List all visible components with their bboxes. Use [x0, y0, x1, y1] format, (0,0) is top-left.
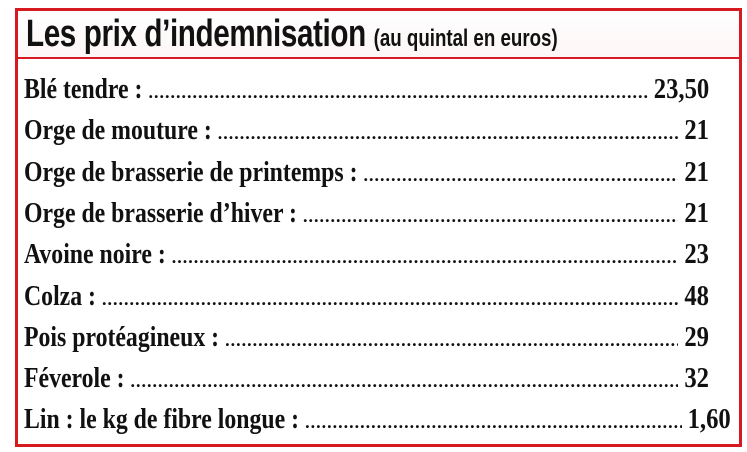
item-label: Orge de brasserie de printemps :: [24, 155, 358, 188]
price-row: Féverole :..............................…: [24, 362, 709, 402]
item-label: Féverole :: [24, 362, 125, 395]
item-label: Orge de mouture :: [24, 114, 212, 147]
leader-dots: ........................................…: [302, 205, 678, 226]
price-row: Pois protéagineux :.....................…: [24, 321, 709, 361]
price-table-frame: Les prix d’indemnisation (au quintal en e…: [15, 8, 742, 447]
item-value: 23: [684, 238, 709, 271]
item-label: Pois protéagineux :: [24, 320, 220, 353]
item-value: 23,50: [653, 73, 709, 105]
leader-dots: ........................................…: [217, 123, 679, 144]
item-label: Orge de brasserie d’hiver :: [24, 196, 297, 229]
leader-dots: ........................................…: [363, 164, 679, 185]
price-row: Avoine noire :..........................…: [24, 238, 709, 278]
price-row: Blé tendre :............................…: [24, 73, 709, 113]
item-value: 21: [684, 114, 709, 147]
item-label: Avoine noire :: [24, 238, 166, 271]
leader-dots: ........................................…: [225, 329, 678, 350]
title-unit: (au quintal en euros): [373, 25, 558, 52]
item-value: 48: [684, 279, 709, 312]
item-label: Lin : le kg de fibre longue :: [24, 403, 300, 436]
table-header: Les prix d’indemnisation (au quintal en e…: [18, 11, 739, 59]
price-row: Colza :.................................…: [24, 280, 709, 320]
item-value: 32: [684, 362, 709, 395]
item-value: 21: [684, 155, 709, 188]
price-row: Orge de brasserie de printemps :........…: [24, 156, 709, 196]
leader-dots: ........................................…: [130, 371, 679, 392]
item-value: 29: [684, 320, 709, 353]
leader-dots: ........................................…: [305, 412, 682, 433]
item-value: 21: [684, 196, 709, 229]
leader-dots: ........................................…: [101, 288, 678, 309]
price-row: Lin : le kg de fibre longue :...........…: [24, 403, 731, 443]
item-label: Blé tendre :: [24, 73, 143, 105]
leader-dots: ........................................…: [148, 82, 648, 102]
table-title: Les prix d’indemnisation (au quintal en e…: [26, 13, 558, 56]
title-main: Les prix d’indemnisation: [26, 13, 366, 55]
price-row: Orge de brasserie d’hiver :.............…: [24, 197, 709, 237]
item-label: Colza :: [24, 279, 96, 312]
leader-dots: ........................................…: [171, 247, 679, 268]
price-row: Orge de mouture :.......................…: [24, 114, 709, 154]
item-value: 1,60: [687, 403, 731, 436]
